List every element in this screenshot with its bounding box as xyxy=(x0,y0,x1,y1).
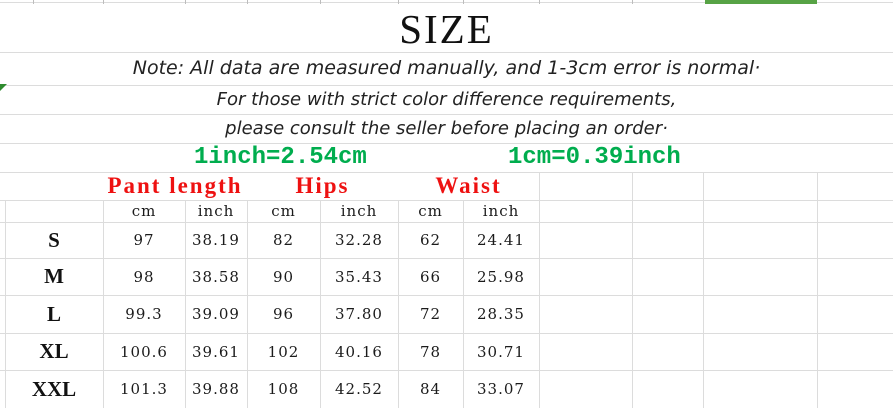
gridline-horizontal xyxy=(0,370,893,371)
note-line-2: For those with strict color difference r… xyxy=(216,89,677,110)
value-cell: 78 xyxy=(419,342,442,361)
gridline-vertical xyxy=(703,172,704,408)
gridline-horizontal xyxy=(0,172,893,173)
value-cell: 72 xyxy=(419,305,442,323)
page-title: SIZE xyxy=(399,6,494,52)
note-line-1: Note: All data are measured manually, an… xyxy=(132,57,761,79)
unit-header: inch xyxy=(197,202,235,220)
unit-header: inch xyxy=(340,202,378,220)
gridline-vertical xyxy=(463,200,464,408)
top-green-bar xyxy=(705,0,817,4)
gridline-tick xyxy=(320,0,321,4)
value-cell: 40.16 xyxy=(335,342,383,361)
gridline-horizontal xyxy=(0,222,893,223)
gridline-vertical xyxy=(103,200,104,408)
value-cell: 82 xyxy=(272,231,295,249)
value-cell: 42.52 xyxy=(335,380,383,398)
size-table: Pant length Hips Waist cm inch cm inch c… xyxy=(5,172,539,408)
value-cell: 24.41 xyxy=(477,231,525,249)
value-cell: 108 xyxy=(267,380,300,398)
value-cell: 25.98 xyxy=(477,267,525,286)
gridline-horizontal xyxy=(0,85,893,86)
gridline-tick xyxy=(103,0,104,4)
gridline-horizontal xyxy=(0,200,893,201)
unit-corner-cell xyxy=(5,200,103,222)
value-cell: 62 xyxy=(419,231,442,249)
value-cell: 37.80 xyxy=(335,305,383,323)
value-cell: 66 xyxy=(419,267,442,286)
value-cell: 32.28 xyxy=(335,231,383,249)
gridline-horizontal xyxy=(0,143,893,144)
corner-cell xyxy=(5,172,103,200)
gridline-vertical xyxy=(320,200,321,408)
unit-header: cm xyxy=(271,202,296,220)
value-cell: 33.07 xyxy=(477,380,525,398)
gridline-horizontal xyxy=(0,295,893,296)
value-cell: 98 xyxy=(133,267,155,286)
gridline-horizontal xyxy=(0,114,893,115)
note-line-3: please consult the seller before placing… xyxy=(225,118,668,139)
value-cell: 84 xyxy=(419,380,442,398)
value-cell: 101.3 xyxy=(120,380,168,398)
gridline-tick xyxy=(33,0,34,4)
gridline-vertical xyxy=(539,172,540,408)
value-cell: 30.71 xyxy=(477,342,525,361)
conversion-cm-to-inch: 1cm=0.39inch xyxy=(508,144,681,171)
group-header-hips: Hips xyxy=(295,173,350,198)
size-label-xl: XL xyxy=(39,339,69,363)
cell-corner-marker-icon xyxy=(0,84,7,91)
gridline-horizontal xyxy=(0,52,893,53)
value-cell: 39.09 xyxy=(192,305,240,323)
unit-header: cm xyxy=(418,202,443,220)
value-cell: 38.58 xyxy=(192,267,240,286)
gridline-tick xyxy=(398,0,399,4)
group-header-pant-length: Pant length xyxy=(107,173,243,198)
gridline-vertical xyxy=(247,200,248,408)
gridline-vertical xyxy=(185,200,186,408)
value-cell: 35.43 xyxy=(335,267,383,286)
value-cell: 39.88 xyxy=(192,380,240,398)
gridline-horizontal xyxy=(0,2,893,3)
value-cell: 38.19 xyxy=(192,231,240,249)
conversion-inch-to-cm: 1inch=2.54cm xyxy=(194,144,367,171)
gridline-horizontal xyxy=(0,333,893,334)
gridline-vertical xyxy=(398,200,399,408)
unit-header: inch xyxy=(482,202,520,220)
gridline-vertical xyxy=(817,172,818,408)
value-cell: 28.35 xyxy=(477,305,525,323)
gridline-vertical xyxy=(632,172,633,408)
value-cell: 97 xyxy=(133,231,155,249)
value-cell: 96 xyxy=(272,305,295,323)
size-label-m: M xyxy=(44,264,64,288)
size-label-s: S xyxy=(48,227,60,252)
group-header-waist: Waist xyxy=(435,173,502,198)
size-label-l: L xyxy=(46,301,61,326)
value-cell: 99.3 xyxy=(125,305,163,323)
gridline-tick xyxy=(632,0,633,4)
value-cell: 39.61 xyxy=(192,342,240,361)
unit-header: cm xyxy=(131,202,157,220)
gridline-horizontal xyxy=(0,258,893,259)
gridline-tick xyxy=(463,0,464,4)
value-cell: 102 xyxy=(267,342,300,361)
value-cell: 100.6 xyxy=(120,342,168,361)
gridline-tick xyxy=(185,0,186,4)
gridline-tick xyxy=(247,0,248,4)
size-label-xxl: XXL xyxy=(31,376,77,401)
gridline-tick xyxy=(539,0,540,4)
gridline-vertical xyxy=(5,200,6,408)
value-cell: 90 xyxy=(272,267,295,286)
